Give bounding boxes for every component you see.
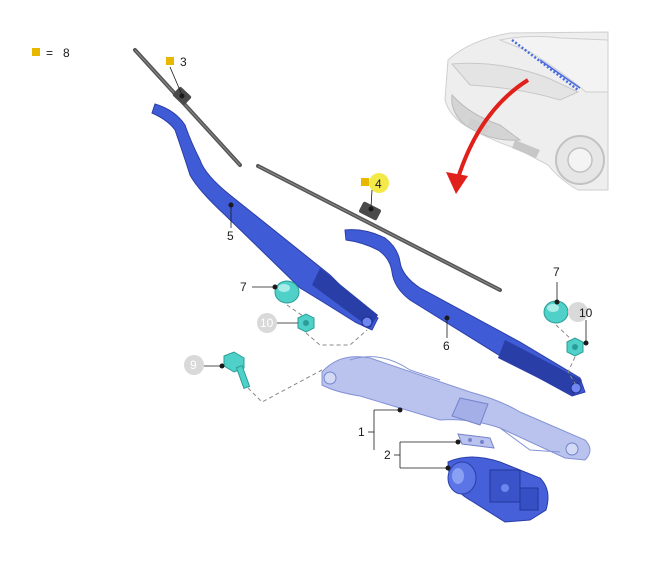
highlight-4 <box>369 173 389 193</box>
nut-right <box>566 337 584 357</box>
car-icon <box>444 31 609 191</box>
callout-3: 3 <box>180 55 187 69</box>
callout-4: 4 <box>375 177 382 191</box>
marker-square-4 <box>361 178 369 186</box>
gray-circle-9 <box>184 355 204 375</box>
callout-6: 6 <box>443 339 450 353</box>
cap-icon <box>543 300 569 324</box>
callout-7-right: 7 <box>553 265 560 279</box>
callout-2: 2 <box>384 448 391 462</box>
wiper-blade-left <box>133 48 242 167</box>
wiper-arm-right <box>344 229 586 397</box>
cap-left <box>274 280 300 304</box>
callout-1: 1 <box>358 425 365 439</box>
gray-circle-10-left <box>257 313 277 333</box>
linkage-icon <box>321 356 591 461</box>
wiper-blade-right <box>256 164 502 292</box>
legend-value: 8 <box>63 46 70 60</box>
callout-5: 5 <box>227 229 234 243</box>
motor-icon <box>447 456 549 523</box>
bolt <box>223 351 251 390</box>
cap-right <box>543 300 569 324</box>
legend-equals: = <box>46 46 53 60</box>
legend-square-icon <box>32 48 40 56</box>
direction-arrow-icon <box>446 78 530 194</box>
gray-circle-10-right <box>568 302 588 322</box>
callout-7-left: 7 <box>240 280 247 294</box>
callout-10-right: 10 <box>579 306 593 320</box>
legend: = 8 <box>32 46 70 60</box>
cap-icon <box>274 280 300 304</box>
bracket-icon <box>457 433 495 449</box>
wiper-arm-left <box>151 103 379 331</box>
callout-10-left: 10 <box>260 316 274 330</box>
callout-9: 9 <box>190 358 197 372</box>
marker-square-3 <box>166 57 174 65</box>
assembly-guides <box>247 304 577 403</box>
nut-left <box>297 313 315 333</box>
